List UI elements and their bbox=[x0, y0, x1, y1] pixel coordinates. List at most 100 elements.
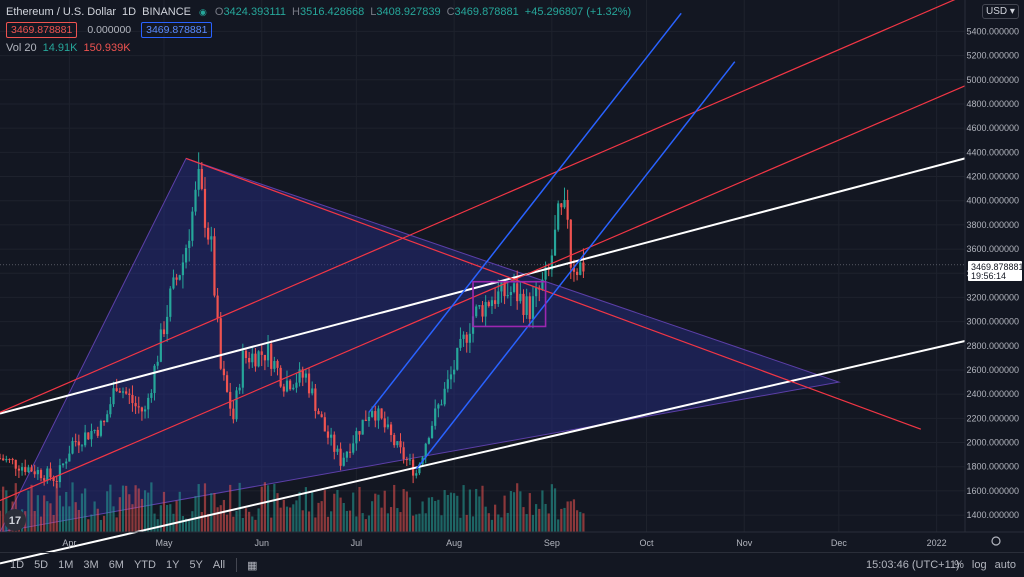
volume-bar bbox=[566, 501, 569, 532]
candle-body bbox=[449, 374, 453, 380]
log-toggle[interactable]: log bbox=[971, 559, 987, 571]
volume-bar bbox=[569, 501, 572, 532]
volume-bar bbox=[528, 493, 531, 532]
volume-bar bbox=[263, 482, 267, 532]
candle-body bbox=[197, 168, 200, 190]
candle-body bbox=[301, 369, 304, 378]
clock[interactable]: 15:03:46 (UTC+11) bbox=[866, 559, 960, 571]
volume-bar bbox=[582, 513, 585, 532]
volume-bar bbox=[248, 511, 251, 532]
calendar-icon[interactable]: ▦ bbox=[247, 559, 258, 572]
volume-bar bbox=[304, 487, 308, 532]
volume-bar bbox=[5, 490, 8, 532]
volume-bar bbox=[96, 508, 99, 532]
timeframe-1m[interactable]: 1M bbox=[58, 559, 74, 571]
candle-body bbox=[74, 441, 77, 443]
market-status-icon: ◉ bbox=[199, 6, 207, 17]
low-value: 3408.927839 bbox=[376, 6, 441, 18]
tradingview-logo[interactable]: 17 bbox=[4, 509, 26, 531]
settings-gear-icon[interactable] bbox=[991, 536, 1001, 546]
volume-bar bbox=[219, 505, 222, 532]
timeframe-ytd[interactable]: YTD bbox=[133, 559, 156, 571]
volume-bar bbox=[427, 497, 430, 532]
candle-body bbox=[65, 461, 68, 464]
timeframe-6m[interactable]: 6M bbox=[108, 559, 124, 571]
candle-body bbox=[289, 380, 292, 390]
candle-body bbox=[459, 338, 462, 348]
price-tick-label: 3600.000000 bbox=[966, 244, 1019, 254]
candle-body bbox=[572, 267, 576, 272]
candle-body bbox=[58, 465, 62, 483]
volume-bar bbox=[405, 491, 408, 532]
volume-bar bbox=[358, 486, 361, 532]
volume-bar bbox=[320, 501, 323, 532]
volume-bar bbox=[377, 494, 380, 532]
volume-bar bbox=[2, 486, 5, 532]
candle-body bbox=[339, 448, 342, 466]
candle-body bbox=[292, 387, 295, 390]
candle-body bbox=[560, 203, 563, 208]
timeframe-all[interactable]: All bbox=[212, 559, 226, 571]
price-axis[interactable]: 5400.000000 5200.000000 5000.000000 4800.00… bbox=[964, 0, 1019, 532]
volume-bar bbox=[71, 482, 74, 532]
candle-body bbox=[383, 418, 386, 428]
timeframe-3m[interactable]: 3M bbox=[83, 559, 99, 571]
candle-body bbox=[374, 411, 377, 421]
candle-body bbox=[352, 443, 355, 453]
interval[interactable]: 1D bbox=[122, 6, 137, 18]
volume-bar bbox=[270, 517, 273, 532]
volume-bar bbox=[531, 514, 535, 532]
volume-bar bbox=[525, 514, 528, 532]
drawing-fills bbox=[0, 157, 841, 533]
candle-body bbox=[582, 262, 585, 272]
candle-body bbox=[125, 391, 128, 394]
candle-body bbox=[418, 464, 421, 474]
candle-body bbox=[200, 168, 203, 189]
volume-bar bbox=[14, 483, 17, 532]
volume-bar bbox=[143, 490, 147, 532]
symbol-title[interactable]: Ethereum / U.S. Dollar bbox=[6, 6, 117, 18]
time-tick-label: Apr bbox=[62, 538, 76, 548]
candle-body bbox=[238, 387, 241, 391]
volume-bar bbox=[55, 483, 58, 532]
candle-body bbox=[557, 203, 560, 230]
timeframe-1d[interactable]: 1D bbox=[10, 559, 25, 571]
price-tick-label: 3200.000000 bbox=[966, 292, 1019, 302]
volume-bar bbox=[371, 501, 374, 532]
timeframe-5d[interactable]: 5D bbox=[34, 559, 49, 571]
timeframe-1y[interactable]: 1Y bbox=[165, 559, 180, 571]
candle-body bbox=[90, 430, 93, 440]
currency-selector[interactable]: USD ▾ bbox=[982, 4, 1019, 19]
close-label: C bbox=[446, 6, 455, 18]
volume-bar bbox=[553, 488, 557, 532]
candles bbox=[0, 152, 585, 489]
volume-bar bbox=[210, 493, 213, 532]
candle-body bbox=[345, 451, 348, 458]
auto-toggle[interactable]: auto bbox=[994, 559, 1016, 571]
last-price-value: 3469.878881 bbox=[971, 262, 1024, 272]
bid-price-pill[interactable]: 3469.878881 bbox=[6, 22, 78, 38]
exchange[interactable]: BINANCE bbox=[142, 6, 192, 18]
candle-body bbox=[131, 394, 134, 404]
price-tick-label: 2600.000000 bbox=[966, 365, 1019, 375]
volume-bar bbox=[311, 492, 314, 532]
ask-price-pill[interactable]: 3469.878881 bbox=[141, 22, 213, 38]
blue-channel-line bbox=[368, 12, 682, 413]
candle-body bbox=[563, 200, 566, 208]
volume-bar bbox=[266, 485, 270, 532]
volume-label[interactable]: Vol 20 bbox=[6, 42, 37, 54]
volume-bar bbox=[43, 495, 46, 532]
candle-body bbox=[137, 406, 140, 408]
volume-bar bbox=[68, 506, 71, 532]
volume-bar bbox=[490, 519, 494, 532]
candle-body bbox=[330, 434, 333, 438]
timeframe-5y[interactable]: 5Y bbox=[189, 559, 203, 571]
candle-body bbox=[181, 262, 185, 276]
volume-bar bbox=[456, 495, 459, 532]
candle-body bbox=[446, 379, 449, 389]
volume-bar bbox=[307, 511, 311, 532]
percent-toggle[interactable]: % bbox=[954, 559, 964, 571]
volume-bar bbox=[216, 507, 219, 532]
time-axis[interactable]: Apr May Jun Jul Aug Sep Oct Nov Dec 2022 bbox=[0, 531, 1024, 548]
